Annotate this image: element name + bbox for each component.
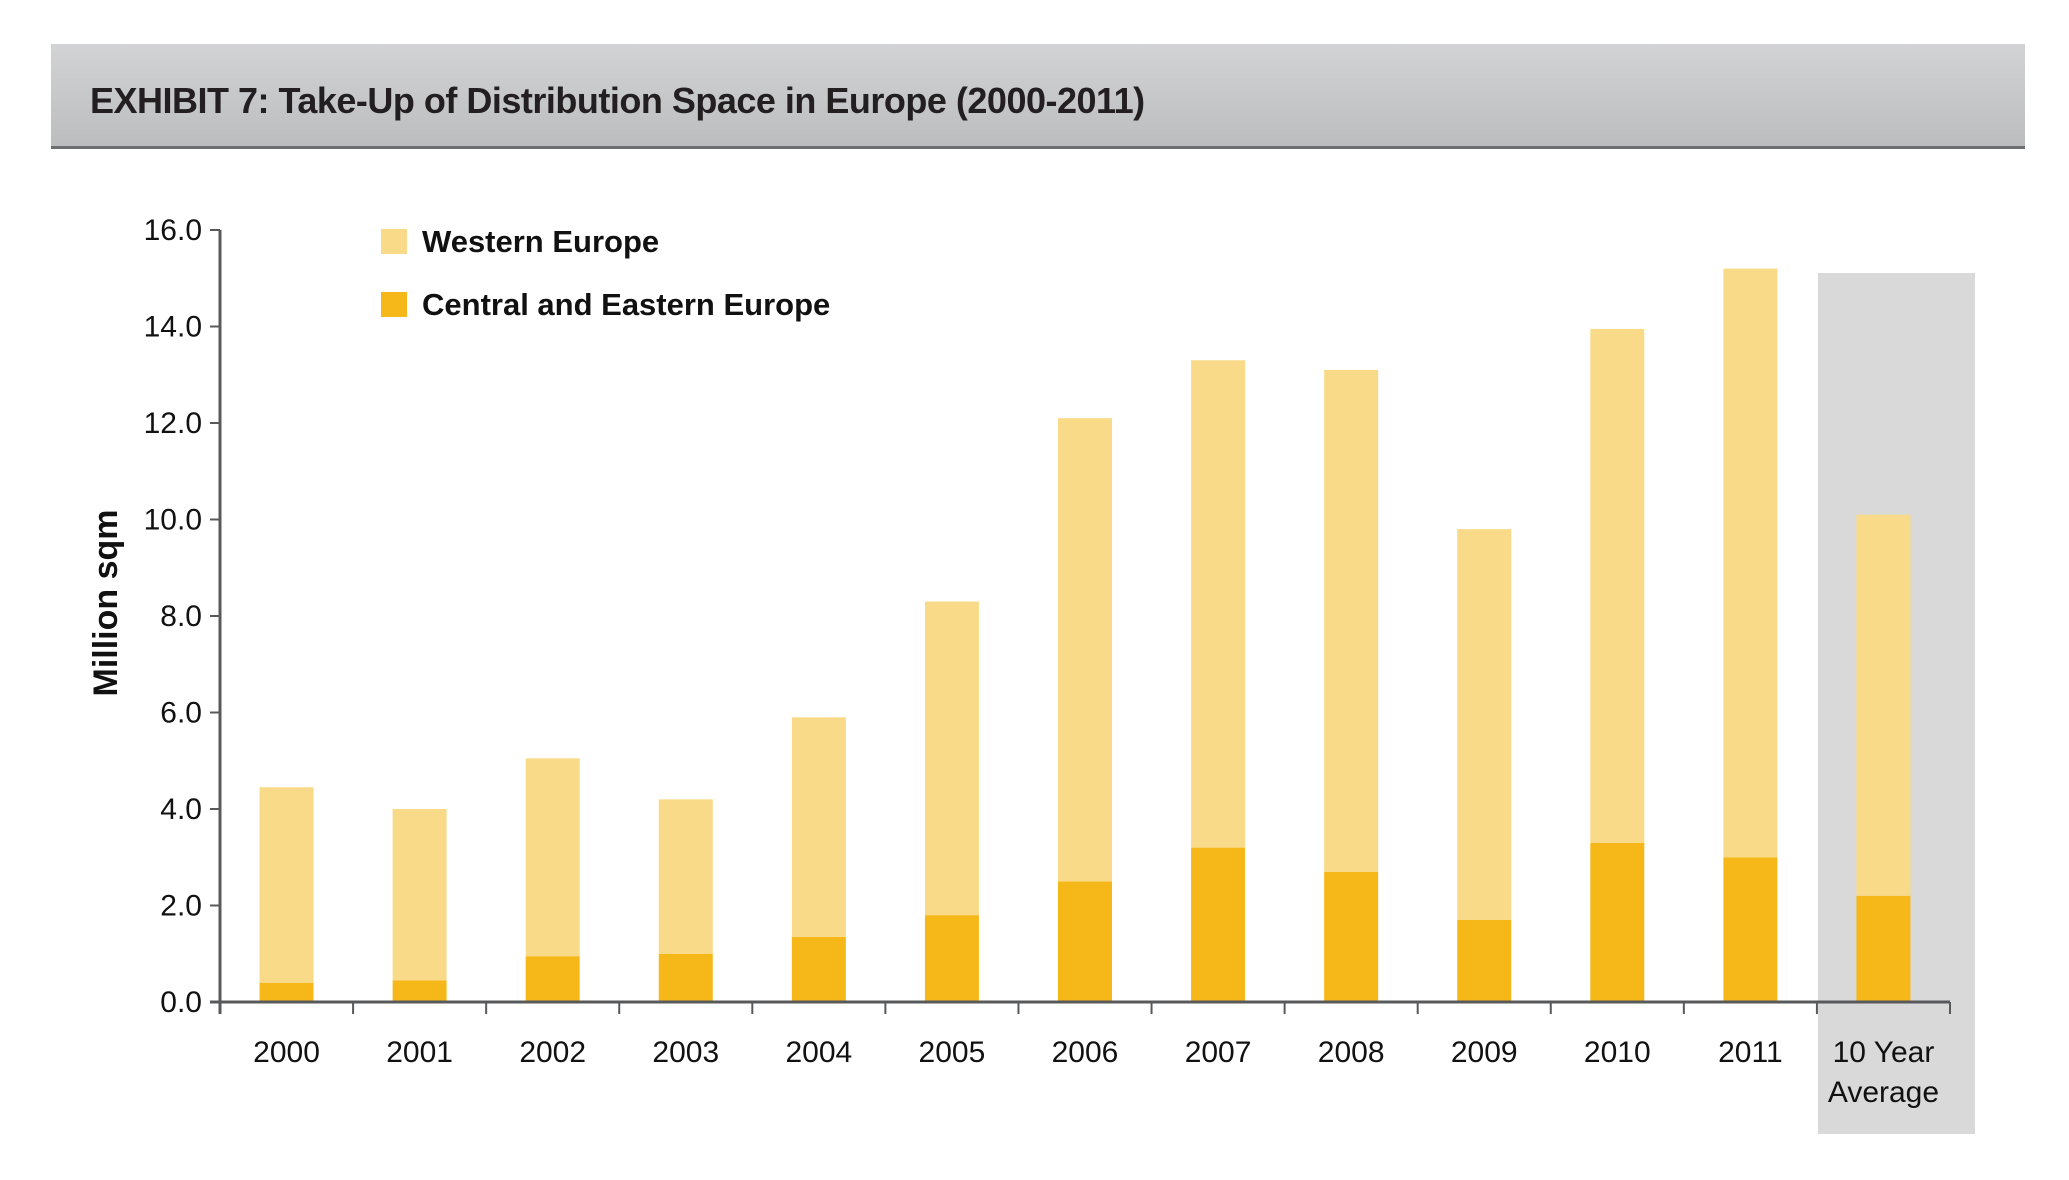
- y-tick-label: 16.0: [144, 214, 202, 247]
- x-category-label: 2010: [1584, 1036, 1651, 1069]
- bar-western-europe-2011: [1723, 268, 1778, 858]
- bar-central-and-eastern-europe-2004: [791, 936, 846, 1002]
- axes-group: [210, 230, 1950, 1014]
- x-category-label: 2007: [1185, 1036, 1252, 1069]
- bar-western-europe-2005: [924, 601, 979, 916]
- y-tick-label: 4.0: [160, 793, 202, 826]
- y-tick-label: 0.0: [160, 986, 202, 1019]
- bar-western-europe-2007: [1191, 360, 1246, 848]
- bar-western-europe-2003: [658, 799, 713, 954]
- x-category-label: 2009: [1451, 1036, 1518, 1069]
- bar-central-and-eastern-europe-10-year-average: [1856, 895, 1911, 1002]
- bar-western-europe-2010: [1590, 328, 1645, 843]
- chart-title: EXHIBIT 7: Take-Up of Distribution Space…: [90, 80, 1145, 121]
- bar-central-and-eastern-europe-2002: [525, 956, 580, 1002]
- bar-central-and-eastern-europe-2011: [1723, 857, 1778, 1002]
- bars-group: [259, 268, 1911, 1002]
- bar-central-and-eastern-europe-2000: [259, 982, 314, 1002]
- x-category-label: 2001: [386, 1036, 453, 1069]
- bar-western-europe-2002: [525, 758, 580, 957]
- bar-western-europe-10-year-average: [1856, 514, 1911, 896]
- bar-western-europe-2004: [791, 717, 846, 937]
- bar-western-europe-2008: [1324, 369, 1379, 872]
- x-category-label: 2000: [253, 1036, 320, 1069]
- legend-label: Central and Eastern Europe: [422, 287, 830, 322]
- legend: Western Europe Central and Eastern Europe: [381, 224, 830, 322]
- bar-western-europe-2000: [259, 787, 314, 983]
- x-ticks-group: 2000 2001 2002 2003 2004 2005 2006 2007 2008 2009…: [219, 1002, 1951, 1109]
- x-category-label: 2002: [519, 1036, 586, 1069]
- bar-central-and-eastern-europe-2005: [924, 915, 979, 1002]
- x-category-label: 2006: [1052, 1036, 1119, 1069]
- bar-central-and-eastern-europe-2003: [658, 953, 713, 1002]
- bar-central-and-eastern-europe-2009: [1457, 919, 1512, 1002]
- legend-label: Western Europe: [422, 224, 659, 259]
- bar-western-europe-2006: [1058, 418, 1112, 882]
- y-ticks-group: 0.0 2.0 4.0 6.0 8.0 10.0 12.0 14.0 16.0: [144, 214, 220, 1019]
- bar-central-and-eastern-europe-2006: [1058, 881, 1112, 1002]
- bar-central-and-eastern-europe-2001: [392, 980, 447, 1002]
- y-tick-label: 8.0: [160, 600, 202, 633]
- y-tick-label: 6.0: [160, 697, 202, 730]
- bar-western-europe-2001: [392, 809, 447, 981]
- y-tick-label: 12.0: [144, 407, 202, 440]
- bar-central-and-eastern-europe-2010: [1590, 842, 1645, 1002]
- x-category-label: 2011: [1718, 1036, 1783, 1069]
- x-category-label: 2005: [919, 1036, 986, 1069]
- legend-swatch-western-europe: [381, 229, 407, 254]
- bar-central-and-eastern-europe-2007: [1191, 847, 1246, 1002]
- x-category-label: 2008: [1318, 1036, 1385, 1069]
- y-axis-title: Million sqm: [87, 510, 125, 697]
- legend-swatch-central-eastern-europe: [381, 292, 407, 317]
- y-tick-label: 10.0: [144, 504, 202, 537]
- x-category-label: 2003: [652, 1036, 719, 1069]
- header-band: [51, 44, 2025, 149]
- x-category-label: 2004: [785, 1036, 852, 1069]
- bar-central-and-eastern-europe-2008: [1324, 871, 1379, 1002]
- y-tick-label: 2.0: [160, 890, 202, 923]
- bar-western-europe-2009: [1457, 529, 1512, 920]
- x-category-label: 10 Year Average: [1828, 1036, 1939, 1109]
- y-tick-label: 14.0: [144, 311, 202, 344]
